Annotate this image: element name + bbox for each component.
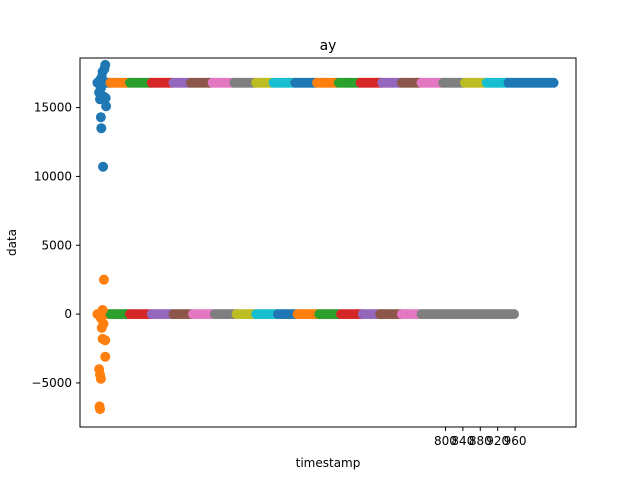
- y-tick-label: 10000: [34, 169, 72, 183]
- outlier-point: [99, 64, 110, 75]
- x-tick-label: 920: [486, 434, 509, 448]
- y-tick-label: 0: [64, 307, 72, 321]
- outlier-point: [100, 351, 111, 362]
- y-tick-label: 5000: [41, 238, 72, 252]
- chart-title: ay: [320, 38, 337, 54]
- x-tick-label: 880: [469, 434, 492, 448]
- outlier-point: [98, 274, 109, 285]
- outlier-point: [95, 404, 106, 415]
- x-tick-label: 800: [434, 434, 457, 448]
- outlier-point: [98, 161, 109, 172]
- y-axis-label: data: [5, 229, 19, 256]
- high-band-point: [548, 77, 559, 88]
- data-layer: [92, 59, 559, 415]
- y-tick-label: −5000: [31, 376, 72, 390]
- outlier-point: [97, 304, 108, 315]
- outlier-point: [100, 335, 111, 346]
- axes-frame: [79, 57, 577, 428]
- outlier-point: [101, 101, 112, 112]
- outlier-point: [95, 112, 106, 123]
- x-tick-label: 960: [504, 434, 527, 448]
- y-tick-label: 15000: [34, 101, 72, 115]
- outlier-point: [95, 75, 106, 86]
- x-tick-label: 840: [451, 434, 474, 448]
- x-axis-label: timestamp: [296, 456, 361, 470]
- outlier-point: [95, 373, 106, 384]
- outlier-point: [96, 123, 107, 134]
- low-band-point: [509, 309, 520, 320]
- outlier-point: [100, 92, 111, 103]
- outlier-point: [96, 322, 107, 333]
